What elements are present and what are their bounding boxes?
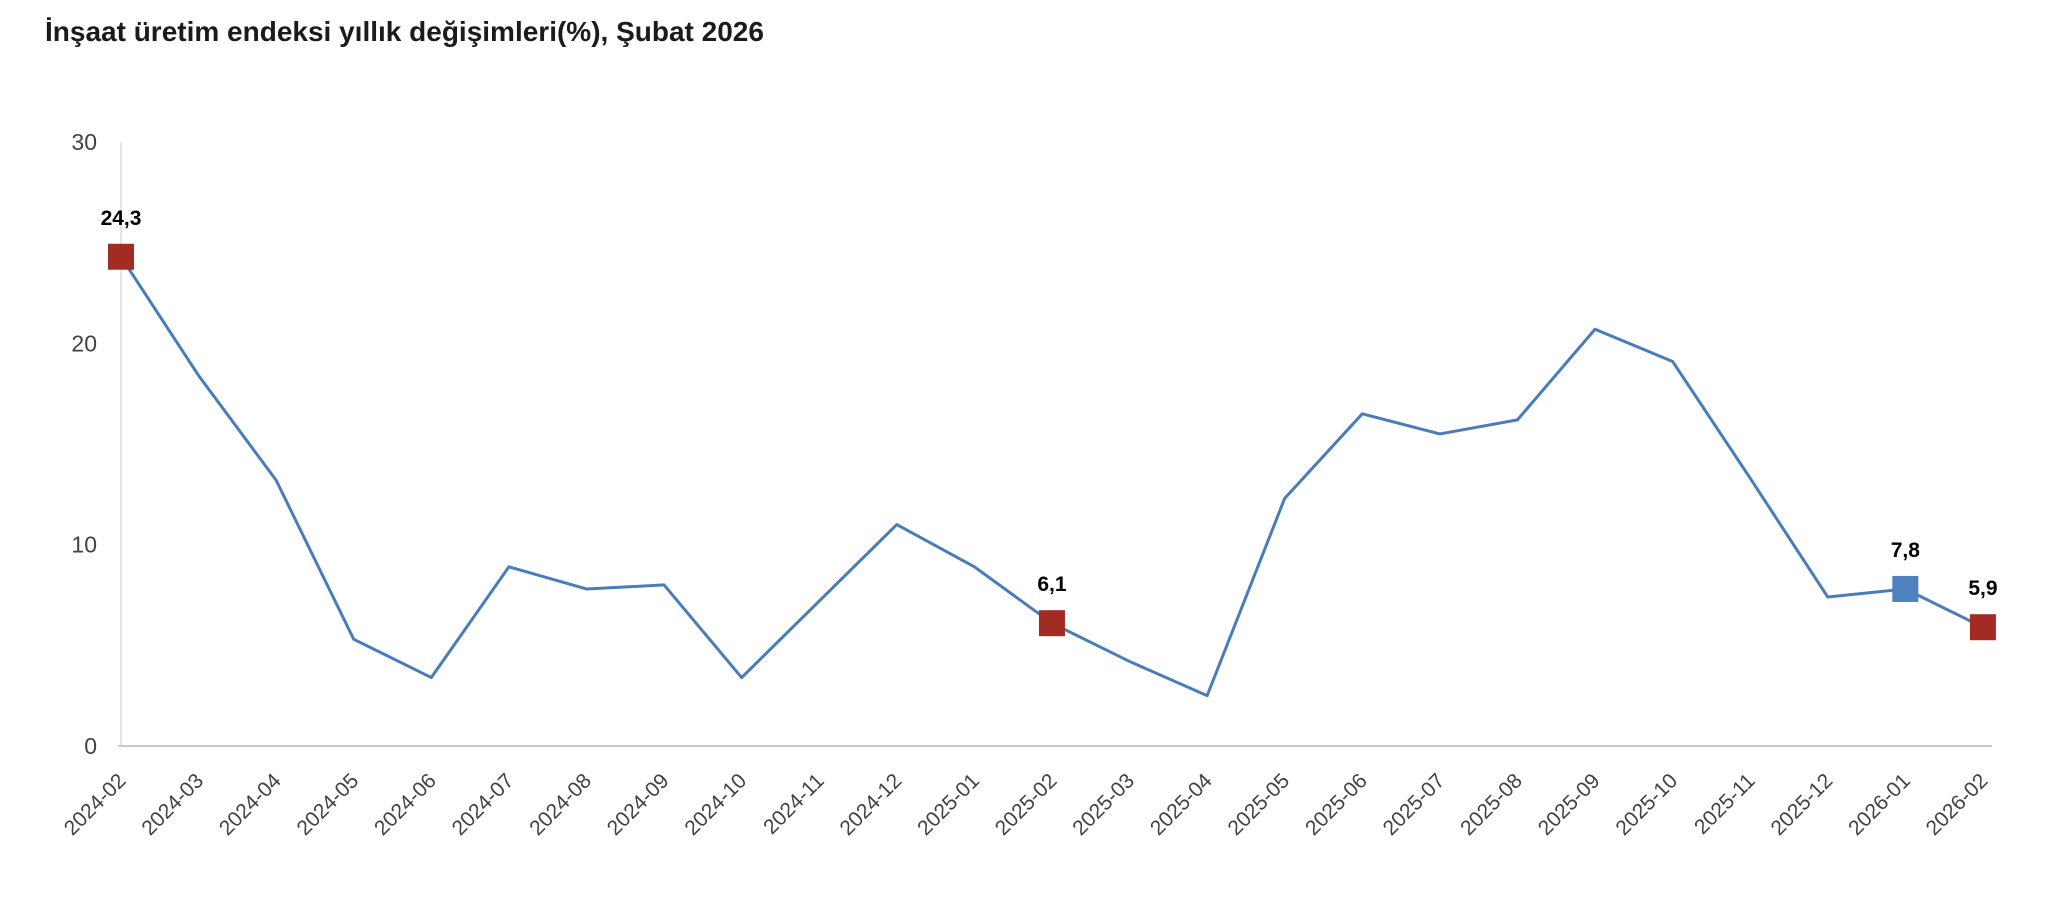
x-tick-label: 2025-10 (1611, 769, 1682, 840)
x-tick-label: 2025-11 (1690, 769, 1760, 839)
x-tick-label: 2026-02 (1922, 769, 1993, 840)
y-tick-label: 0 (84, 733, 97, 759)
x-tick-label: 2025-01 (913, 769, 984, 840)
x-tick-label: 2025-03 (1068, 769, 1139, 840)
marker-2026-02[interactable] (1969, 614, 1996, 641)
x-tick-label: 2024-02 (60, 769, 131, 840)
x-tick-label: 2025-06 (1301, 769, 1372, 840)
data-label: 6,1 (1037, 573, 1067, 596)
x-tick-label: 2025-09 (1534, 769, 1605, 840)
x-tick-label: 2025-12 (1767, 769, 1838, 840)
x-tick-label: 2025-05 (1223, 769, 1294, 840)
x-tick-label: 2026-01 (1844, 769, 1915, 840)
x-tick-label: 2024-05 (293, 769, 364, 840)
x-tick-label: 2024-06 (370, 769, 441, 840)
x-tick-label: 2025-07 (1379, 769, 1450, 840)
y-tick-label: 10 (71, 532, 97, 558)
chart-title: İnşaat üretim endeksi yıllık değişimleri… (45, 16, 764, 47)
y-tick-label: 20 (71, 330, 97, 356)
marker-2025-02[interactable] (1038, 610, 1065, 637)
marker-2024-02[interactable] (108, 243, 134, 270)
x-tick-label: 2024-04 (215, 769, 286, 840)
x-tick-label: 2024-08 (525, 769, 596, 840)
data-label: 5,9 (1968, 577, 1997, 600)
x-tick-label: 2025-04 (1146, 769, 1217, 840)
marker-2026-01[interactable] (1892, 575, 1919, 602)
x-tick-label: 2024-10 (680, 769, 751, 840)
x-tick-label: 2024-03 (137, 769, 208, 840)
x-tick-label: 2024-12 (836, 769, 907, 840)
x-tick-label: 2024-07 (448, 769, 519, 840)
x-tick-label: 2025-02 (991, 769, 1062, 840)
x-tick-label: 2024-09 (603, 769, 674, 840)
x-tick-label: 2024-11 (759, 769, 829, 839)
x-tick-label: 2025-08 (1456, 769, 1527, 840)
data-label: 24,3 (101, 207, 142, 230)
data-label: 7,8 (1891, 539, 1921, 562)
y-tick-label: 30 (71, 129, 97, 155)
